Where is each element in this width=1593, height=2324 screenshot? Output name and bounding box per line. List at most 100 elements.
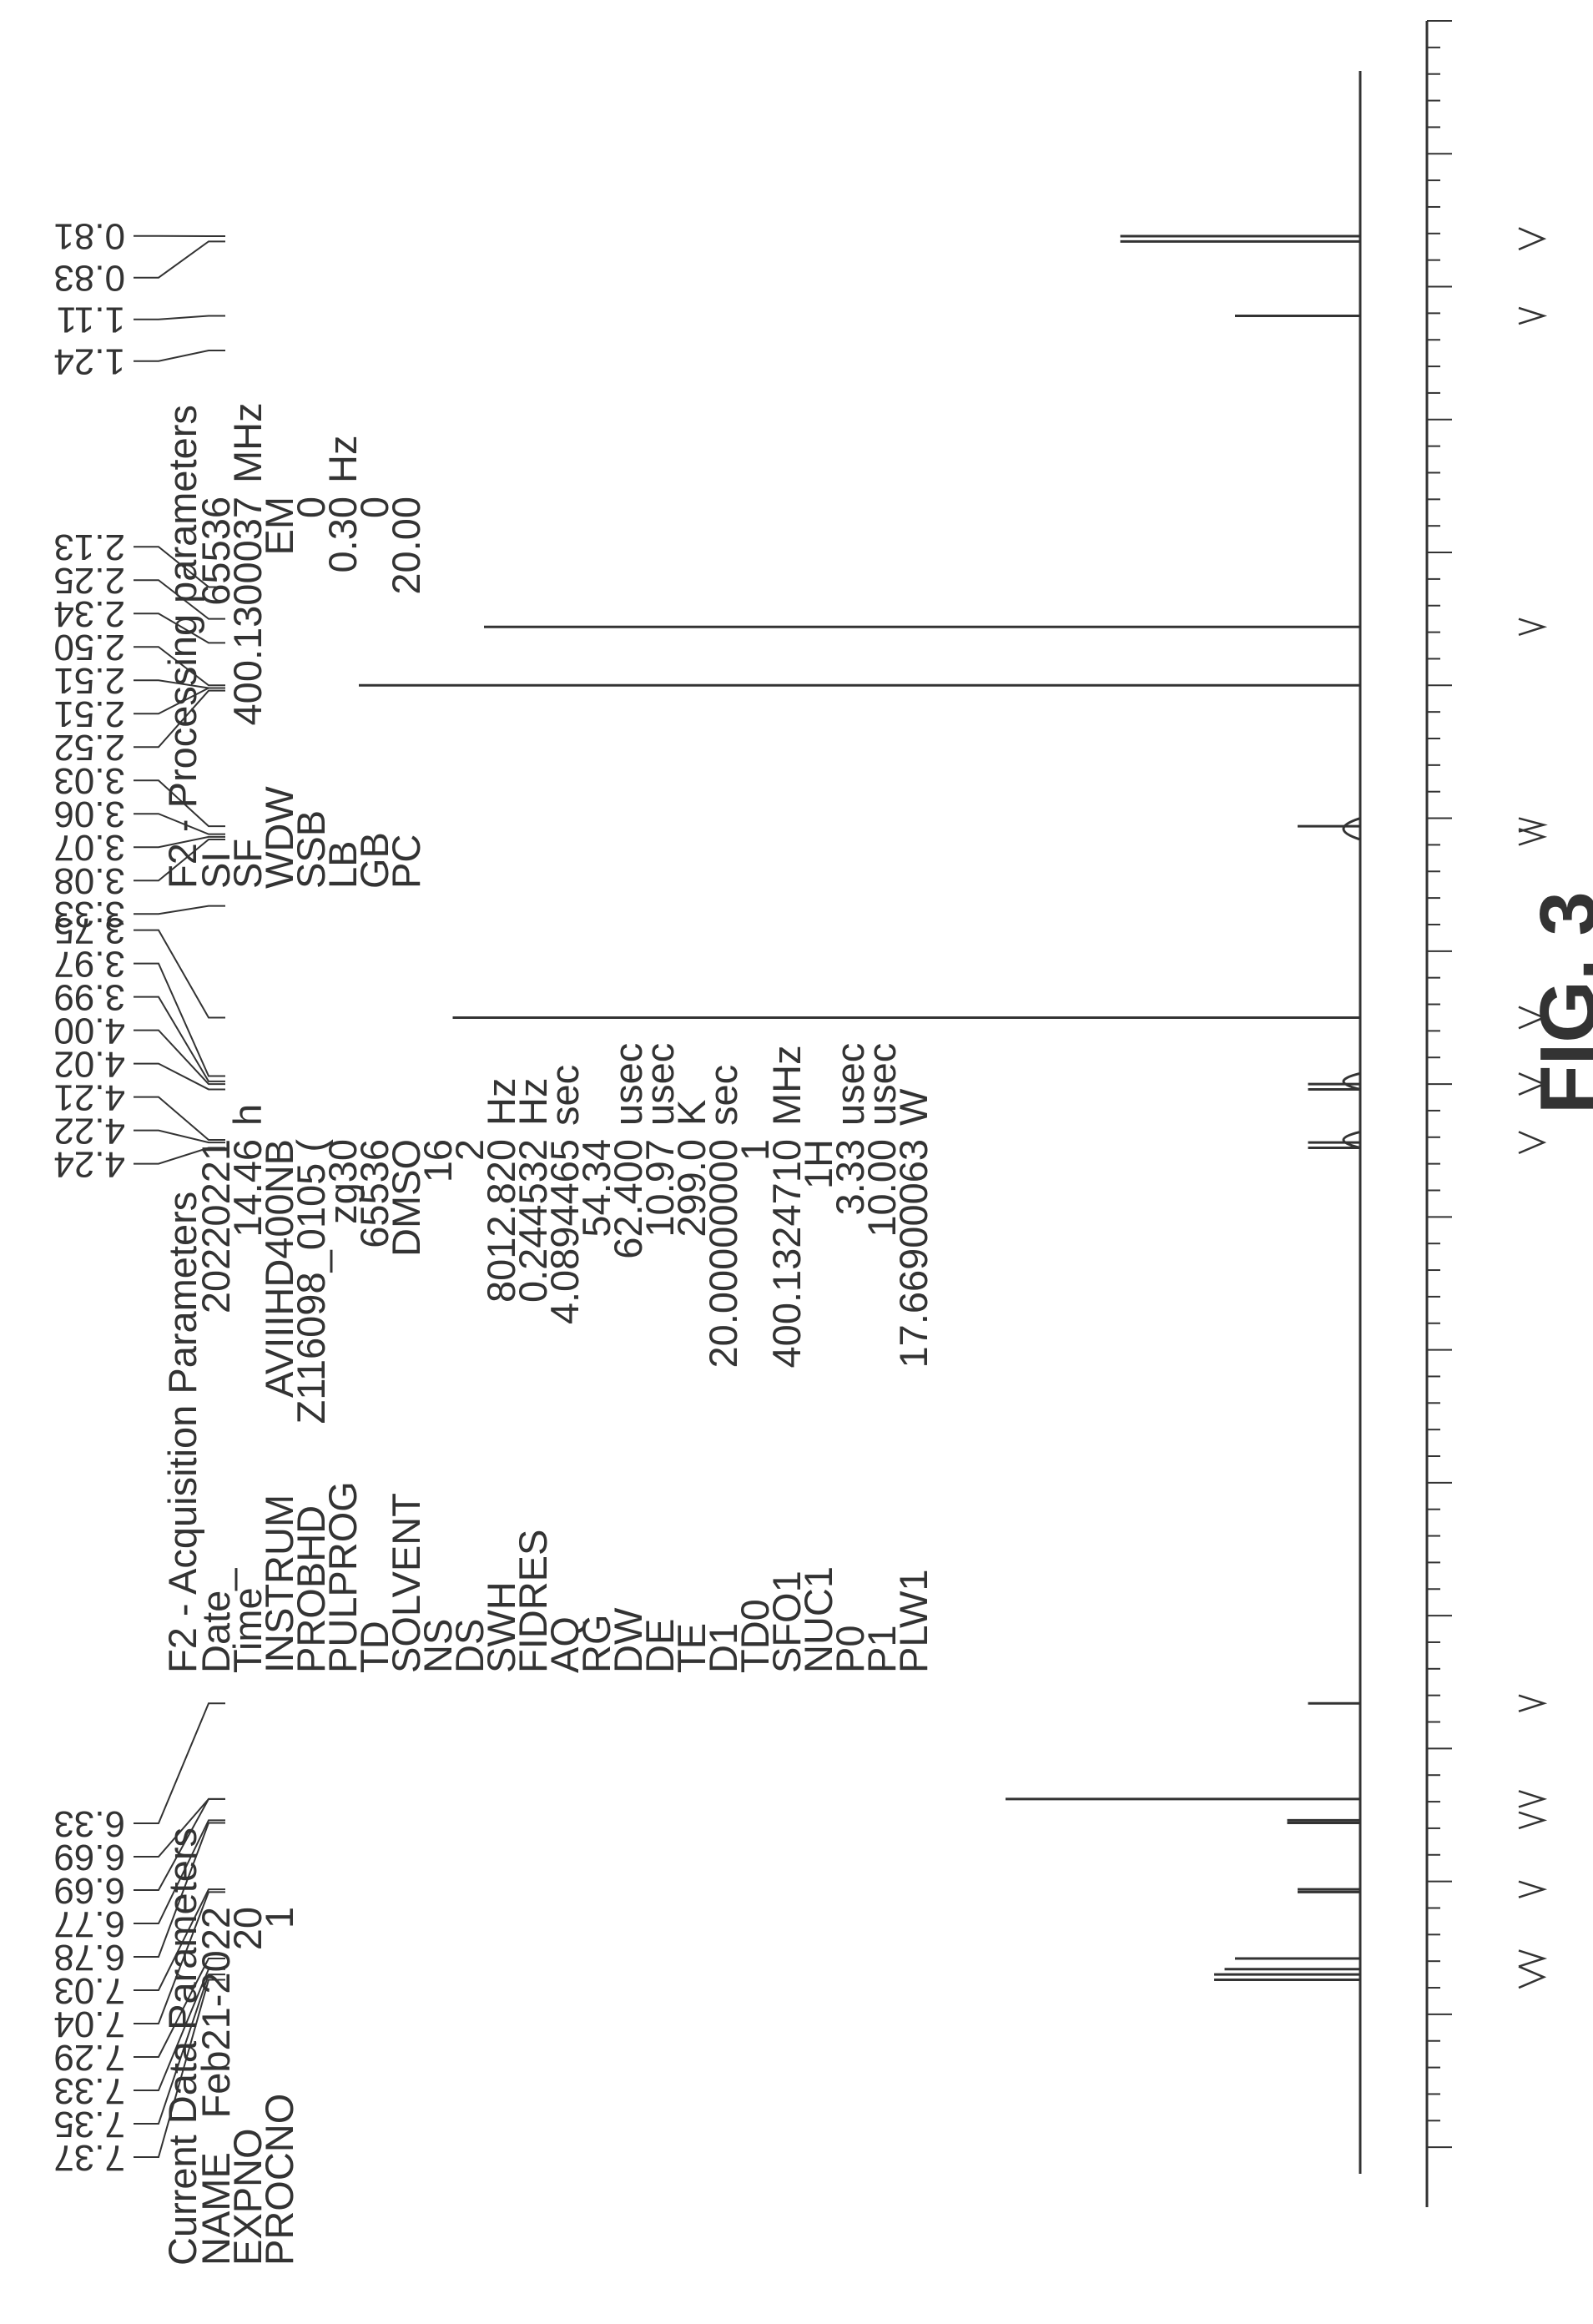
peak-connector <box>134 240 225 279</box>
peak-shift-label: 6.69 <box>53 1837 125 1878</box>
peak-shift-label: 6.33 <box>53 1803 125 1844</box>
param-unit: h <box>225 1103 270 1126</box>
peak-shift-label: 2.51 <box>53 693 125 734</box>
peak-shift-label: 7.35 <box>53 2104 125 2145</box>
peak-connector <box>134 679 225 689</box>
integral-bracket <box>1518 1949 1548 1968</box>
peak-shift-label: 3.99 <box>53 977 125 1018</box>
param-value: 20.00000000 <box>701 1139 745 1369</box>
acquisition-row: NS 16 <box>416 939 460 1673</box>
peak-shift-label: 7.33 <box>53 2070 125 2111</box>
integral-bracket <box>1518 1006 1547 1030</box>
param-unit: sec <box>542 1064 587 1126</box>
peak-connector <box>134 1096 225 1141</box>
peak-connector <box>134 1129 225 1144</box>
peak-shift-label: 2.50 <box>53 627 125 668</box>
peak-shift-label: 0.83 <box>53 258 125 299</box>
peak-connector <box>134 1974 225 2125</box>
peak-shift-label: 7.29 <box>53 2037 125 2078</box>
integral-bracket <box>1518 1811 1548 1830</box>
param-key: PLW1 <box>891 1569 935 1674</box>
param-value: 16 <box>416 1139 460 1183</box>
peak-connector <box>134 905 225 915</box>
peak-connector <box>134 929 225 1019</box>
acquisition-row: D1 20.00000000 sec <box>701 939 745 1673</box>
spectrum-multiplet <box>1342 1071 1361 1091</box>
peak-shift-label: 3.33 <box>53 894 125 935</box>
peak-shift-label: 3.08 <box>53 860 125 901</box>
param-value: 1 <box>257 1907 301 1929</box>
peak-shift-label: 6.69 <box>53 1870 125 1911</box>
param-value: 17.66900063 <box>891 1139 935 1369</box>
param-unit: MHz <box>764 1045 809 1126</box>
param-value: 400.1324710 <box>764 1139 809 1369</box>
param-unit: W <box>891 1088 935 1126</box>
param-unit: sec <box>701 1064 745 1126</box>
peak-connector <box>134 1822 225 1958</box>
peak-shift-label: 3.75 <box>53 910 125 951</box>
spectrum-multiplet <box>1342 1130 1361 1149</box>
peak-shift-label: 6.77 <box>53 1903 125 1944</box>
peak-shift-label: 3.07 <box>53 827 125 868</box>
peak-shift-label: 4.00 <box>53 1011 125 1051</box>
peak-shift-label: 7.03 <box>53 1970 125 2011</box>
current-data-parameters: Current Data Parameters NAME Feb21-2022 EX… <box>160 1827 301 2266</box>
peak-connector <box>134 613 225 644</box>
peak-connector <box>134 1891 225 2024</box>
peak-connector <box>134 689 225 749</box>
spectrum-multiplet <box>1342 817 1361 841</box>
peak-connector <box>134 1888 225 1991</box>
acquisition-row: SFO1 400.1324710 MHz <box>764 939 809 1673</box>
param-value: 0.30 <box>320 497 365 573</box>
integral-bracket <box>1518 227 1547 251</box>
peak-shift-label: 4.02 <box>53 1044 125 1085</box>
processing-parameters: F2 - Processing parameters SI 65536 SF 400.… <box>160 371 428 889</box>
peak-connector <box>134 1968 225 2091</box>
peak-shift-label: 6.78 <box>53 1937 125 1978</box>
peak-connector <box>134 962 225 1077</box>
peak-connector <box>134 996 225 1082</box>
peak-shift-label: 4.21 <box>53 1077 125 1118</box>
peak-connector <box>134 349 225 362</box>
integral-bracket <box>1518 817 1548 833</box>
integral-bracket <box>1518 1072 1547 1096</box>
peak-connector <box>134 1029 225 1086</box>
ppm-axis <box>1425 20 1452 2207</box>
peak-connector <box>134 813 225 835</box>
peak-labels: 7.377.357.337.297.047.036.786.776.696.69… <box>53 216 225 2178</box>
peak-connector <box>134 839 225 882</box>
peak-shift-label: 4.22 <box>53 1111 125 1152</box>
spectrum-trace-layer <box>359 71 1362 2174</box>
peak-shift-label: 2.52 <box>53 727 125 768</box>
processing-row: PC 20.00 <box>384 371 428 889</box>
peak-shift-label: 2.51 <box>53 660 125 701</box>
peak-shift-label: 1.24 <box>53 341 125 382</box>
param-unit: MHz <box>225 402 270 483</box>
acquisition-row: DS 2 <box>447 939 492 1673</box>
integral-bracket <box>1518 1880 1548 1898</box>
integral-bracket <box>1518 828 1548 846</box>
peak-shift-label: 4.24 <box>53 1144 125 1185</box>
peak-connector <box>134 1958 225 2058</box>
figure-label: FIG. 3 <box>1524 891 1593 1114</box>
peak-connector <box>134 1702 225 1824</box>
peak-shift-label: 2.13 <box>53 527 125 567</box>
peak-connector <box>134 546 225 588</box>
processing-row: LB 0.30 Hz <box>320 371 365 889</box>
param-key: PC <box>384 834 428 889</box>
peak-shift-label: 0.81 <box>53 216 125 257</box>
param-unit: Hz <box>320 435 365 483</box>
peak-shift-label: 2.34 <box>53 593 125 634</box>
integral-bracket <box>1518 1790 1548 1808</box>
param-value: 20 <box>225 1907 270 1951</box>
acquisition-row: SOLVENT DMSO <box>384 939 428 1673</box>
peak-connector <box>134 579 225 620</box>
peak-connector <box>134 1797 225 1858</box>
peak-shift-label: 7.04 <box>53 2004 125 2044</box>
peak-connector <box>134 315 225 320</box>
processing-row: GB 0 <box>352 371 396 889</box>
peak-connector <box>134 1147 225 1165</box>
